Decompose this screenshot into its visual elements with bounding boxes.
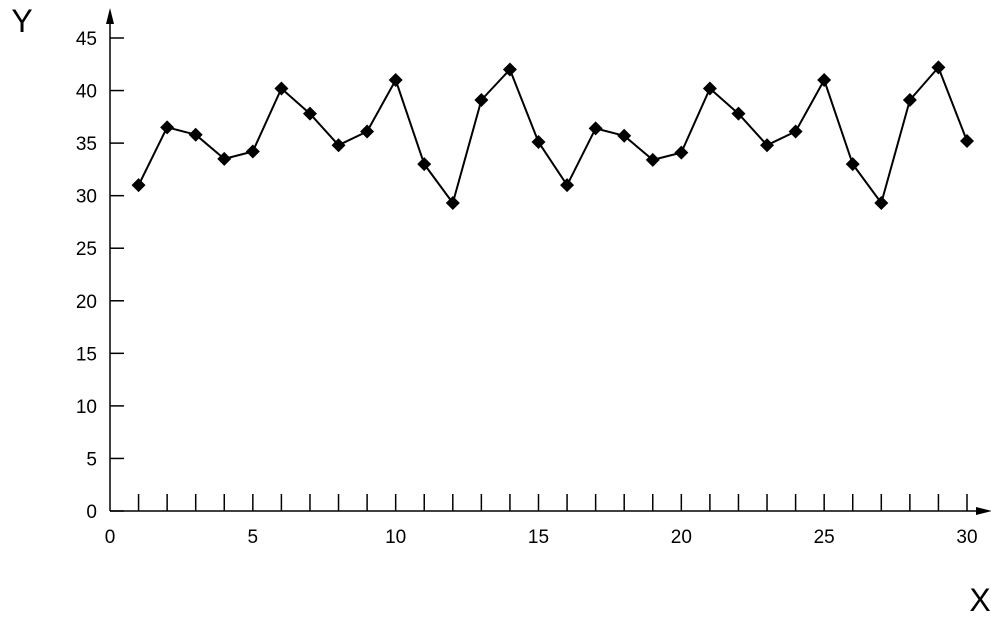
y-axis-arrow xyxy=(106,8,114,24)
data-point-marker xyxy=(502,62,517,77)
data-point-marker xyxy=(760,138,775,153)
data-point-marker xyxy=(388,73,403,88)
data-point-marker xyxy=(931,60,946,75)
data-point-marker xyxy=(188,127,203,142)
data-point-marker xyxy=(417,157,432,172)
series-line xyxy=(137,66,968,204)
y-tick-label: 20 xyxy=(76,292,97,313)
y-tick-label: 0 xyxy=(86,502,97,523)
data-point-marker xyxy=(617,128,632,143)
data-point-marker xyxy=(160,120,175,135)
data-point-marker xyxy=(645,152,660,167)
plot-area xyxy=(131,60,974,211)
axes xyxy=(106,8,991,515)
x-axis-arrow xyxy=(976,507,991,515)
data-point-marker xyxy=(131,178,146,193)
y-tick-label: 5 xyxy=(86,449,97,470)
x-tick-label: 10 xyxy=(385,527,406,548)
x-tick-label: 5 xyxy=(248,527,259,548)
data-point-marker xyxy=(702,81,717,96)
data-point-marker xyxy=(531,135,546,150)
data-point-marker xyxy=(217,151,232,166)
y-tick-label: 35 xyxy=(76,134,97,155)
y-tick-label: 40 xyxy=(76,82,97,103)
y-tick-label: 25 xyxy=(76,239,97,260)
x-axis-title: X xyxy=(969,582,990,618)
y-tick-labels: 0 5 10 15 20 25 30 35 40 45 xyxy=(76,29,97,523)
data-point-marker xyxy=(331,138,346,153)
data-point-marker xyxy=(360,124,375,139)
data-point-marker xyxy=(274,81,289,96)
y-axis-title: Y xyxy=(11,3,32,39)
data-point-marker xyxy=(845,157,860,172)
data-point-marker xyxy=(474,93,489,108)
x-tick-label: 20 xyxy=(671,527,692,548)
data-point-marker xyxy=(731,106,746,121)
data-point-marker xyxy=(817,73,832,88)
data-point-marker xyxy=(788,124,803,139)
x-ticks xyxy=(137,494,968,511)
data-point-marker xyxy=(445,196,460,211)
x-tick-label: 15 xyxy=(528,527,549,548)
y-ticks xyxy=(110,37,124,512)
x-tick-label: 0 xyxy=(105,527,116,548)
data-point-marker xyxy=(902,93,917,108)
y-tick-label: 45 xyxy=(76,29,97,50)
x-tick-label: 30 xyxy=(956,527,977,548)
y-tick-label: 10 xyxy=(76,397,97,418)
data-point-marker xyxy=(960,134,974,149)
data-point-marker xyxy=(674,145,689,160)
x-tick-label: 25 xyxy=(814,527,835,548)
y-tick-label: 30 xyxy=(76,187,97,208)
y-tick-label: 15 xyxy=(76,344,97,365)
data-point-marker xyxy=(588,121,603,136)
data-point-marker xyxy=(245,144,260,159)
data-point-marker xyxy=(302,106,317,121)
data-point-marker xyxy=(874,196,889,211)
data-point-marker xyxy=(560,178,575,193)
x-tick-labels: 0 5 10 15 20 25 30 xyxy=(105,527,978,548)
